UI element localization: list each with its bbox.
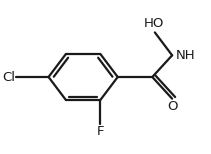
Text: O: O: [168, 101, 178, 113]
Text: HO: HO: [144, 17, 164, 30]
Text: NH: NH: [176, 49, 195, 62]
Text: F: F: [97, 125, 104, 138]
Text: Cl: Cl: [2, 71, 15, 83]
